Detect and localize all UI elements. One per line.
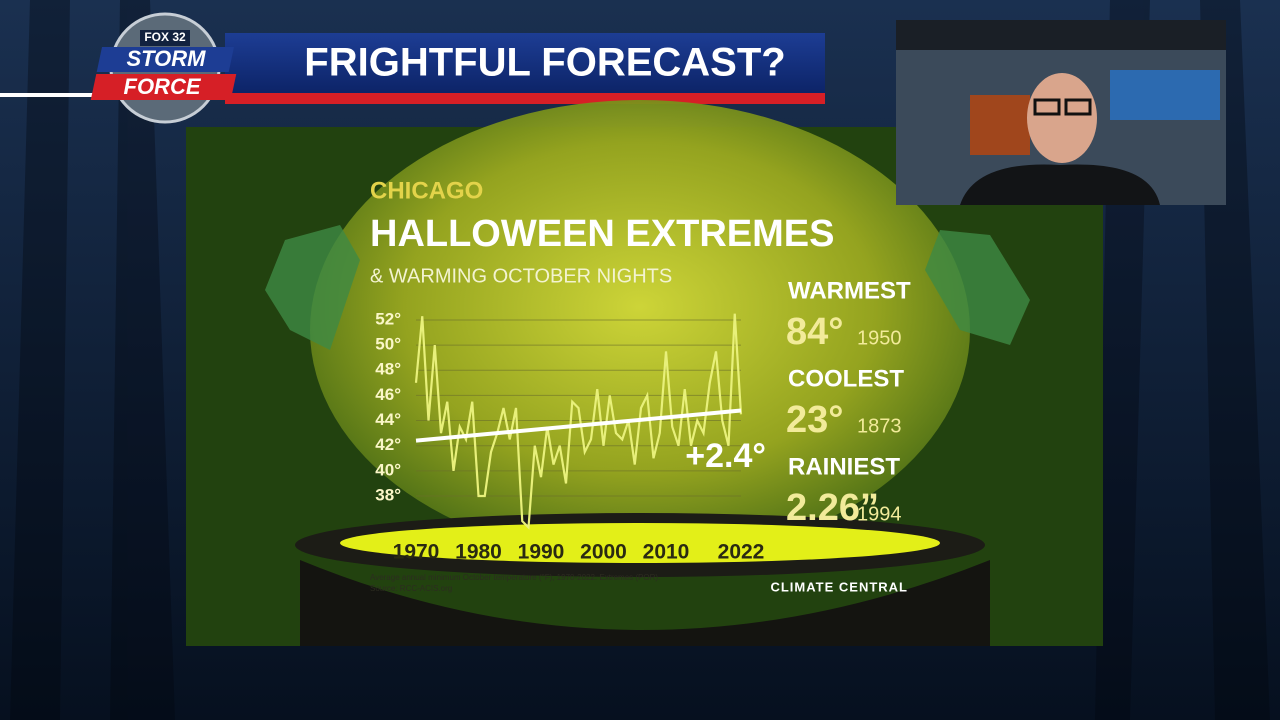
title-banner <box>225 33 825 95</box>
y-tick-label: 50° <box>375 335 401 354</box>
extreme-year: 1994 <box>857 503 902 525</box>
extreme-label: RAINIEST <box>788 453 900 480</box>
studio-ceiling <box>896 20 1226 50</box>
left-hand <box>265 225 360 350</box>
x-tick-label: 1990 <box>518 541 565 564</box>
x-tick-label: 1970 <box>393 541 440 564</box>
studio-monitor <box>970 95 1030 155</box>
trend-annotation: +2.4° <box>685 437 766 475</box>
credit: CLIMATE CENTRAL <box>770 579 908 594</box>
extreme-label: COOLEST <box>788 365 904 392</box>
logo-mid: STORM <box>126 46 206 71</box>
presenter-body <box>960 164 1160 205</box>
x-tick-label: 2010 <box>643 541 690 564</box>
chart-subtitle: & WARMING OCTOBER NIGHTS <box>370 265 672 287</box>
logo-top: FOX 32 <box>144 30 186 44</box>
extreme-year: 1950 <box>857 327 902 349</box>
studio-screen <box>1110 70 1220 120</box>
title-stripe <box>225 93 825 104</box>
y-tick-label: 52° <box>375 309 401 328</box>
y-tick-label: 40° <box>375 460 401 479</box>
y-tick-label: 46° <box>375 385 401 404</box>
logo-plate-1 <box>96 47 235 72</box>
presenter-head <box>1027 73 1097 163</box>
x-tick-label: 2022 <box>718 541 765 564</box>
trend-line <box>415 408 742 443</box>
extreme-value: 2.26” <box>786 487 879 529</box>
logo-plate-2 <box>90 74 237 100</box>
plot: 38° 40° 42° 44° 46° 48° 50° 52° 1970 1980 1990 2000… <box>375 309 766 563</box>
y-tick-label: 42° <box>375 435 401 454</box>
extreme-label: WARMEST <box>788 277 911 304</box>
logo-tag <box>140 30 190 46</box>
x-tick-label: 1980 <box>455 541 502 564</box>
footnote: Average annual minimum October temperatu… <box>370 573 660 582</box>
y-tick-label: 48° <box>375 360 401 379</box>
x-tick-label: 2000 <box>580 541 627 564</box>
right-hand <box>925 230 1030 345</box>
glasses-right <box>1064 98 1092 116</box>
temperature-line <box>414 313 743 530</box>
extreme-value: 84° <box>786 311 843 353</box>
chart-kicker: CHICAGO <box>370 177 483 204</box>
source: Source: RCC-ACIS.org <box>370 584 452 593</box>
extreme-year: 1873 <box>857 415 902 437</box>
logo-bottom: FORCE <box>124 74 202 99</box>
cauldron-brew <box>340 523 940 563</box>
chart-title: HALLOWEEN EXTREMES <box>370 213 834 255</box>
extremes: WARMEST 84° 1950 COOLEST 23° 1873 RAINIEST 2.26… <box>786 277 911 529</box>
cauldron-body <box>300 560 990 646</box>
glasses-left <box>1033 98 1061 116</box>
banner-title: FRIGHTFUL FORECAST? <box>304 41 785 85</box>
y-tick-label: 38° <box>375 485 401 504</box>
y-tick-label: 44° <box>375 410 401 429</box>
extreme-value: 23° <box>786 399 843 441</box>
